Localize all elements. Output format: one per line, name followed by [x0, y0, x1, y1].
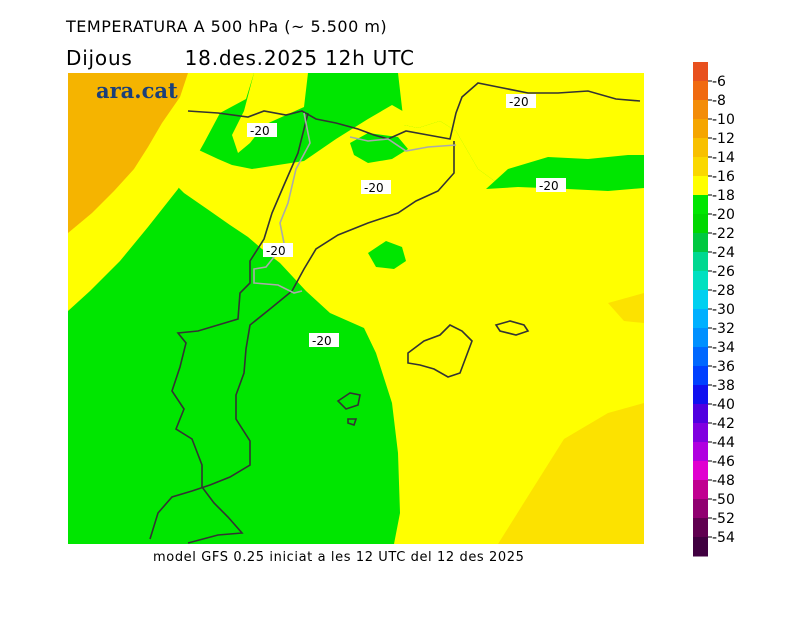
- legend-label: -26: [712, 264, 735, 280]
- legend-swatch: [693, 461, 708, 481]
- field-yellow-dark-se: [498, 403, 644, 544]
- map-subtitle: Dijous 18.des.2025 12h UTC: [66, 46, 415, 70]
- island-ibiza: [336, 392, 361, 410]
- legend-swatch: [693, 214, 708, 234]
- legend-label: -14: [712, 150, 735, 166]
- contour-label-box: [536, 178, 566, 192]
- legend-label: -30: [712, 302, 735, 318]
- legend-swatch: [693, 233, 708, 253]
- legend-label: -38: [712, 378, 735, 394]
- coastline-west-tail: [171, 112, 309, 544]
- contour-label: -20: [539, 179, 559, 193]
- legend-swatch: [693, 537, 708, 557]
- border-line-east: [349, 136, 457, 152]
- contour-label-box: [247, 123, 277, 137]
- contour-label-box: [263, 243, 293, 257]
- legend-swatch: [693, 62, 708, 82]
- legend-label: -6: [712, 74, 726, 90]
- legend-label: -24: [712, 245, 735, 261]
- legend-swatch: [693, 138, 708, 158]
- model-footnote: model GFS 0.25 iniciat a les 12 UTC del …: [153, 550, 525, 565]
- contour-label: -20: [509, 95, 529, 109]
- legend-swatch: [693, 252, 708, 272]
- coastline: [187, 82, 641, 140]
- legend-label: -16: [712, 169, 735, 185]
- legend-swatch: [693, 290, 708, 310]
- island-mallorca: [407, 324, 473, 378]
- day-label: Dijous: [66, 46, 133, 70]
- legend-swatch: [693, 195, 708, 215]
- legend-label: -52: [712, 511, 735, 527]
- legend-label: -46: [712, 454, 735, 470]
- legend-swatch: [693, 309, 708, 329]
- legend-swatch: [693, 423, 708, 443]
- legend-swatch: [693, 385, 708, 405]
- legend-swatch: [693, 328, 708, 348]
- legend-swatch: [693, 499, 708, 519]
- legend-label: -48: [712, 473, 735, 489]
- legend-label: -10: [712, 112, 735, 128]
- legend-swatch: [693, 100, 708, 120]
- contour-label: -20: [364, 181, 384, 195]
- contour-label-box: [309, 333, 339, 347]
- island-menorca: [494, 320, 530, 336]
- legend-swatch: [693, 366, 708, 386]
- legend-label: -44: [712, 435, 735, 451]
- legend-swatch: [693, 81, 708, 101]
- map-title: TEMPERATURA A 500 hPa (~ 5.500 m): [66, 17, 388, 36]
- legend-label: -50: [712, 492, 735, 508]
- legend-label: -28: [712, 283, 735, 299]
- legend-label: -22: [712, 226, 735, 242]
- legend-swatch: [693, 404, 708, 424]
- contour-label: -20: [266, 244, 286, 258]
- contour-label: -20: [312, 334, 332, 348]
- color-legend: -6 -8 -10 -12 -14 -16 -18 -20 -22 -24 -26 -28 -30 -32…: [693, 62, 735, 557]
- legend-label: -32: [712, 321, 735, 337]
- legend-swatch: [693, 442, 708, 462]
- field-orange-nw: [68, 73, 188, 233]
- contour-label-box: [506, 94, 536, 108]
- field-yellow-main: [128, 105, 644, 544]
- legend-label: -12: [712, 131, 735, 147]
- coastline-main: [149, 141, 455, 540]
- legend-swatch: [693, 347, 708, 367]
- legend-label: -40: [712, 397, 735, 413]
- legend-swatch: [693, 176, 708, 196]
- legend-label: -20: [712, 207, 735, 223]
- legend-swatch: [693, 119, 708, 139]
- legend-swatch: [693, 518, 708, 538]
- field-green-cap: [368, 241, 406, 269]
- field-yellow-east: [398, 73, 644, 185]
- temperature-map: -20 -20 -20 -20 -20 -20 ara.cat: [68, 73, 644, 544]
- contour-labels: -20 -20 -20 -20 -20 -20: [247, 94, 566, 348]
- island-formentera: [347, 418, 358, 427]
- legend-label: -8: [712, 93, 726, 109]
- legend-label: -34: [712, 340, 735, 356]
- brand-logo: ara.cat: [96, 78, 178, 103]
- date-label: 18.des.2025 12h UTC: [184, 46, 415, 70]
- legend-label: -18: [712, 188, 735, 204]
- contour-label-box: [361, 180, 391, 194]
- legend-swatch: [693, 480, 708, 500]
- legend-label: -54: [712, 530, 735, 546]
- legend-label: -42: [712, 416, 735, 432]
- field-green-east: [486, 155, 644, 191]
- legend-swatch: [693, 271, 708, 291]
- field-yellow-dark-sw: [608, 293, 644, 323]
- legend-swatch: [693, 157, 708, 177]
- legend-label: -36: [712, 359, 735, 375]
- contour-label: -20: [250, 124, 270, 138]
